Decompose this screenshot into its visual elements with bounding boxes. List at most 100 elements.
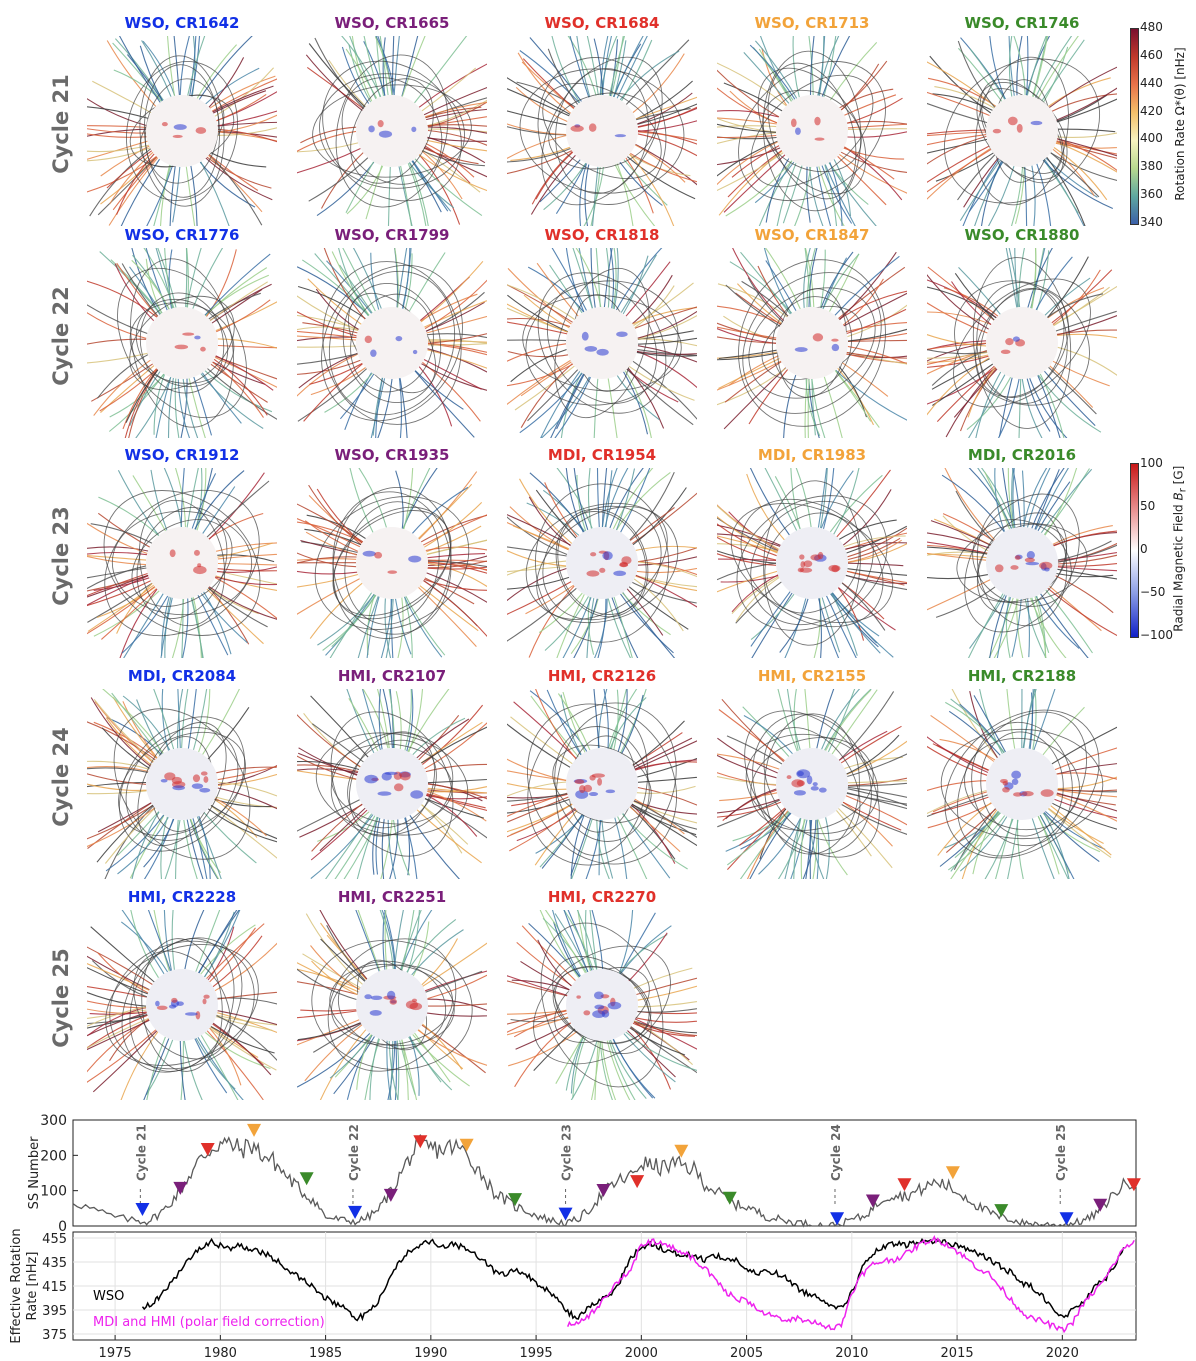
- rotation-xtick-label: 2015: [941, 1346, 974, 1361]
- ss-ytick-label: 0: [58, 1219, 67, 1235]
- chart-element: Rate [nHz]: [25, 1252, 40, 1321]
- field-line-render: [717, 689, 907, 879]
- field-line-render: [297, 468, 487, 658]
- timeseries-charts: 0 100 200 300 SS Number Cycle 21 Cycle 22 Cycle…: [9, 1113, 1141, 1361]
- legend-mdi-hmi: MDI and HMI (polar field correction): [93, 1315, 325, 1330]
- panel-title: WSO, CR1746: [964, 14, 1080, 32]
- field-line-render: [927, 468, 1117, 658]
- ss-ytick-label: 100: [40, 1184, 67, 1200]
- ss-plot-frame: [72, 1119, 1137, 1227]
- rotation-xtick-label: 1975: [99, 1346, 132, 1361]
- colorbar-tick-label: 400: [1140, 131, 1163, 146]
- field-line-render: [717, 36, 907, 226]
- rotation-xtick-label: 2010: [835, 1346, 868, 1361]
- rotation-xtick-label: 2020: [1046, 1346, 1079, 1361]
- field-line-render: [507, 910, 697, 1100]
- ss-ylabel: SS Number: [27, 1136, 42, 1210]
- carrington-rotation-marker: [348, 1205, 363, 1219]
- carrington-rotation-marker: [200, 1142, 215, 1156]
- panel-title: MDI, CR1983: [757, 446, 867, 464]
- rotation-colorbar-label: Rotation Rate Ω*(θ) [nHz]: [1173, 47, 1187, 201]
- panel-title: MDI, CR1954: [547, 446, 657, 464]
- panel-title: WSO, CR1912: [124, 446, 240, 464]
- panel-title: WSO, CR1713: [754, 14, 870, 32]
- carrington-rotation-marker: [674, 1144, 689, 1158]
- colorbar-tick-label: −100: [1140, 628, 1173, 642]
- carrington-rotation-marker: [459, 1138, 474, 1152]
- colorbar-tick-label: 380: [1140, 159, 1163, 174]
- ss-series-line: [72, 1134, 1134, 1228]
- chart-element: Effective Rotation: [9, 1228, 24, 1343]
- colorbar-tick-label: 440: [1140, 75, 1163, 90]
- cycle-marker-label: Cycle 25: [1054, 1124, 1068, 1181]
- carrington-rotation-marker: [383, 1188, 398, 1202]
- colorbar-tick-label: 0: [1140, 542, 1148, 556]
- carrington-rotation-marker: [135, 1203, 150, 1217]
- rotation-xtick-label: 1985: [309, 1346, 342, 1361]
- field-line-render: [717, 468, 907, 658]
- rotation-ytick-label: 435: [42, 1256, 67, 1271]
- colorbar-tick-label: 340: [1140, 215, 1163, 229]
- carrington-rotation-marker: [247, 1123, 262, 1137]
- field-line-grid: Cycle 21 WSO, CR1642 WSO, CR1665 WSO, CR168…: [49, 14, 1117, 1100]
- carrington-rotation-marker: [413, 1135, 428, 1149]
- rotation-xtick-label: 2005: [730, 1346, 763, 1361]
- carrington-rotation-marker: [508, 1193, 523, 1207]
- carrington-rotation-marker: [596, 1183, 611, 1197]
- panel-title: MDI, CR2016: [967, 446, 1077, 464]
- cycle-marker-label: Cycle 22: [347, 1124, 361, 1181]
- colorbar-tick-label: 100: [1140, 456, 1163, 470]
- colorbar-tick-label: 360: [1140, 187, 1163, 202]
- field-colorbar: 100 50 0 −50 −100 Radial Magnetic Field Br […: [1110, 455, 1196, 645]
- field-line-render: [507, 36, 697, 226]
- field-line-render: [507, 248, 697, 438]
- carrington-rotation-marker: [299, 1172, 314, 1186]
- legend-wso: WSO: [93, 1289, 124, 1304]
- mdi-hmi-series-line: [567, 1235, 1135, 1334]
- carrington-rotation-marker: [1093, 1198, 1108, 1212]
- colorbar-tick-label: −50: [1140, 585, 1166, 599]
- field-line-render: [297, 689, 487, 879]
- rotation-ytick-label: 395: [42, 1304, 67, 1319]
- cycle-row-label: Cycle 23: [49, 506, 73, 606]
- cycle-row-label: Cycle 24: [49, 727, 73, 827]
- panel-title: WSO, CR1935: [334, 446, 450, 464]
- field-line-render: [507, 689, 697, 879]
- carrington-rotation-marker: [558, 1207, 573, 1221]
- rotation-ylabel: Effective RotationRate [nHz]: [9, 1228, 40, 1343]
- cycle-marker-label: Cycle 23: [560, 1124, 574, 1181]
- field-colorbar-label: Radial Magnetic Field Br [G]: [1171, 465, 1189, 632]
- field-line-render: [87, 910, 277, 1100]
- field-line-render: [297, 910, 487, 1100]
- panel-title: HMI, CR2155: [757, 667, 867, 685]
- field-line-render: [927, 36, 1117, 226]
- colorbar-tick-label: 50: [1140, 499, 1156, 513]
- panel-title: WSO, CR1818: [544, 226, 660, 244]
- carrington-rotation-marker: [994, 1204, 1009, 1218]
- panel-title: WSO, CR1684: [544, 14, 660, 32]
- panel-title: HMI, CR2107: [337, 667, 447, 685]
- field-line-render: [87, 36, 277, 226]
- panel-title: WSO, CR1665: [334, 14, 450, 32]
- ss-ytick-label: 200: [40, 1148, 67, 1164]
- carrington-rotation-marker: [173, 1181, 188, 1195]
- rotation-ytick-label: 415: [42, 1280, 67, 1295]
- rotation-ytick-label: 375: [42, 1328, 67, 1343]
- panel-title: HMI, CR2270: [547, 888, 657, 906]
- cycle-row-label: Cycle 21: [49, 74, 73, 174]
- carrington-rotation-marker: [945, 1166, 960, 1180]
- panel-title: HMI, CR2188: [967, 667, 1077, 685]
- rotation-xtick-label: 1995: [520, 1346, 553, 1361]
- field-colorbar-gradient: [1130, 463, 1139, 638]
- panel-title: HMI, CR2126: [547, 667, 657, 685]
- field-line-render: [87, 689, 277, 879]
- panel-title: WSO, CR1847: [754, 226, 870, 244]
- cycle-marker-label: Cycle 21: [134, 1124, 148, 1181]
- panel-title: MDI, CR2084: [127, 667, 237, 685]
- carrington-rotation-marker: [1126, 1178, 1141, 1192]
- rotation-colorbar: 480 460 440 420 400 380 360 340 Rotation Rate Ω…: [1110, 20, 1196, 229]
- carrington-rotation-marker: [1059, 1212, 1074, 1226]
- wso-series-line: [141, 1237, 1125, 1322]
- colorbar-tick-label: 480: [1140, 20, 1163, 34]
- panel-title: WSO, CR1880: [964, 226, 1080, 244]
